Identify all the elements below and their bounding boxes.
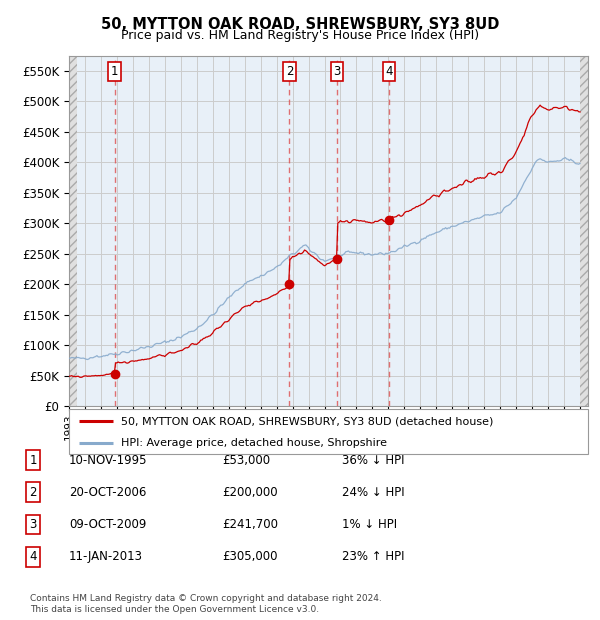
Text: 4: 4 (29, 551, 37, 563)
FancyBboxPatch shape (69, 409, 588, 454)
Text: 50, MYTTON OAK ROAD, SHREWSBURY, SY3 8UD: 50, MYTTON OAK ROAD, SHREWSBURY, SY3 8UD (101, 17, 499, 32)
Text: 23% ↑ HPI: 23% ↑ HPI (342, 551, 404, 563)
Text: £305,000: £305,000 (222, 551, 277, 563)
Text: 20-OCT-2006: 20-OCT-2006 (69, 486, 146, 498)
Text: £200,000: £200,000 (222, 486, 278, 498)
Text: 50, MYTTON OAK ROAD, SHREWSBURY, SY3 8UD (detached house): 50, MYTTON OAK ROAD, SHREWSBURY, SY3 8UD… (121, 416, 493, 427)
Text: Contains HM Land Registry data © Crown copyright and database right 2024.
This d: Contains HM Land Registry data © Crown c… (30, 595, 382, 614)
Text: 2: 2 (29, 486, 37, 498)
Text: Price paid vs. HM Land Registry's House Price Index (HPI): Price paid vs. HM Land Registry's House … (121, 29, 479, 42)
Text: £53,000: £53,000 (222, 454, 270, 466)
Text: 09-OCT-2009: 09-OCT-2009 (69, 518, 146, 531)
Text: £241,700: £241,700 (222, 518, 278, 531)
Text: 4: 4 (385, 65, 392, 78)
Text: 10-NOV-1995: 10-NOV-1995 (69, 454, 148, 466)
Text: 36% ↓ HPI: 36% ↓ HPI (342, 454, 404, 466)
Text: 3: 3 (333, 65, 340, 78)
Text: HPI: Average price, detached house, Shropshire: HPI: Average price, detached house, Shro… (121, 438, 387, 448)
Text: 24% ↓ HPI: 24% ↓ HPI (342, 486, 404, 498)
Text: 2: 2 (286, 65, 293, 78)
Text: 1: 1 (111, 65, 118, 78)
Bar (580, 56, 588, 406)
Text: 11-JAN-2013: 11-JAN-2013 (69, 551, 143, 563)
Bar (69, 56, 77, 406)
Text: 3: 3 (29, 518, 37, 531)
Text: 1% ↓ HPI: 1% ↓ HPI (342, 518, 397, 531)
Text: 1: 1 (29, 454, 37, 466)
